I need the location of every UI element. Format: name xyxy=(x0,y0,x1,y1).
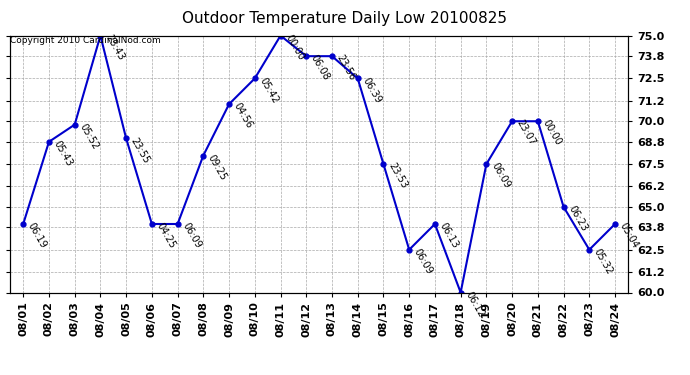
Text: 06:39: 06:39 xyxy=(360,76,383,105)
Text: 00:00: 00:00 xyxy=(541,118,563,147)
Text: 23:53: 23:53 xyxy=(386,161,409,190)
Text: 06:09: 06:09 xyxy=(180,221,203,250)
Text: 05:43: 05:43 xyxy=(52,139,75,168)
Text: 00:00: 00:00 xyxy=(284,33,306,62)
Text: 04:25: 04:25 xyxy=(155,221,177,251)
Text: 06:23: 06:23 xyxy=(566,204,589,233)
Text: 05:32: 05:32 xyxy=(592,247,615,276)
Text: 06:09: 06:09 xyxy=(489,161,512,190)
Text: 04:56: 04:56 xyxy=(232,101,255,130)
Text: 23:56: 23:56 xyxy=(335,53,357,82)
Text: Outdoor Temperature Daily Low 20100825: Outdoor Temperature Daily Low 20100825 xyxy=(182,11,508,26)
Text: 06:19: 06:19 xyxy=(26,221,48,250)
Text: Copyright 2010 CardinalNod.com: Copyright 2010 CardinalNod.com xyxy=(10,36,161,45)
Text: 23:55: 23:55 xyxy=(129,136,152,165)
Text: 06:12: 06:12 xyxy=(464,290,486,319)
Text: 05:52: 05:52 xyxy=(77,122,100,151)
Text: 06:08: 06:08 xyxy=(309,53,332,82)
Text: 09:25: 09:25 xyxy=(206,153,229,182)
Text: 05:04: 05:04 xyxy=(618,221,640,251)
Text: 23:43: 23:43 xyxy=(104,33,126,62)
Text: 05:42: 05:42 xyxy=(257,76,280,105)
Text: 23:07: 23:07 xyxy=(515,118,538,148)
Text: 06:09: 06:09 xyxy=(412,247,435,276)
Text: 06:13: 06:13 xyxy=(437,221,460,250)
